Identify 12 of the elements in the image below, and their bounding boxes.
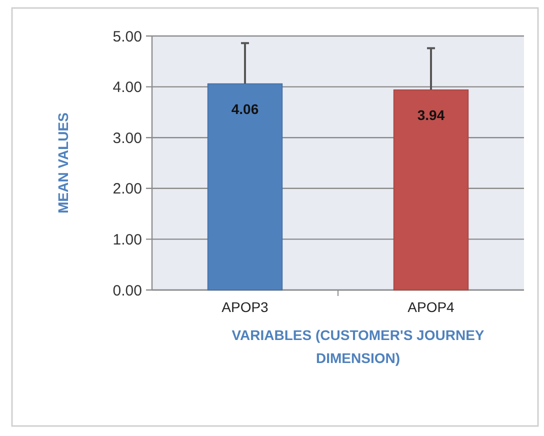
x-tick-label: APOP4 — [408, 299, 455, 315]
data-label: 3.94 — [417, 106, 445, 123]
x-tick-label: APOP3 — [222, 299, 269, 315]
y-tick-label: 0.00 — [112, 282, 142, 300]
y-axis-title: MEAN VALUES — [55, 112, 71, 214]
y-tick-label: 3.00 — [112, 130, 142, 147]
y-tick-label: 5.00 — [112, 28, 142, 46]
y-tick-label: 1.00 — [112, 231, 142, 248]
y-tick-label: 4.00 — [112, 79, 142, 96]
x-axis-title: VARIABLES (CUSTOMER'S JOURNEY DIMENSION) — [232, 327, 485, 366]
data-label: 4.06 — [231, 100, 259, 117]
y-tick-label: 2.00 — [112, 180, 142, 198]
